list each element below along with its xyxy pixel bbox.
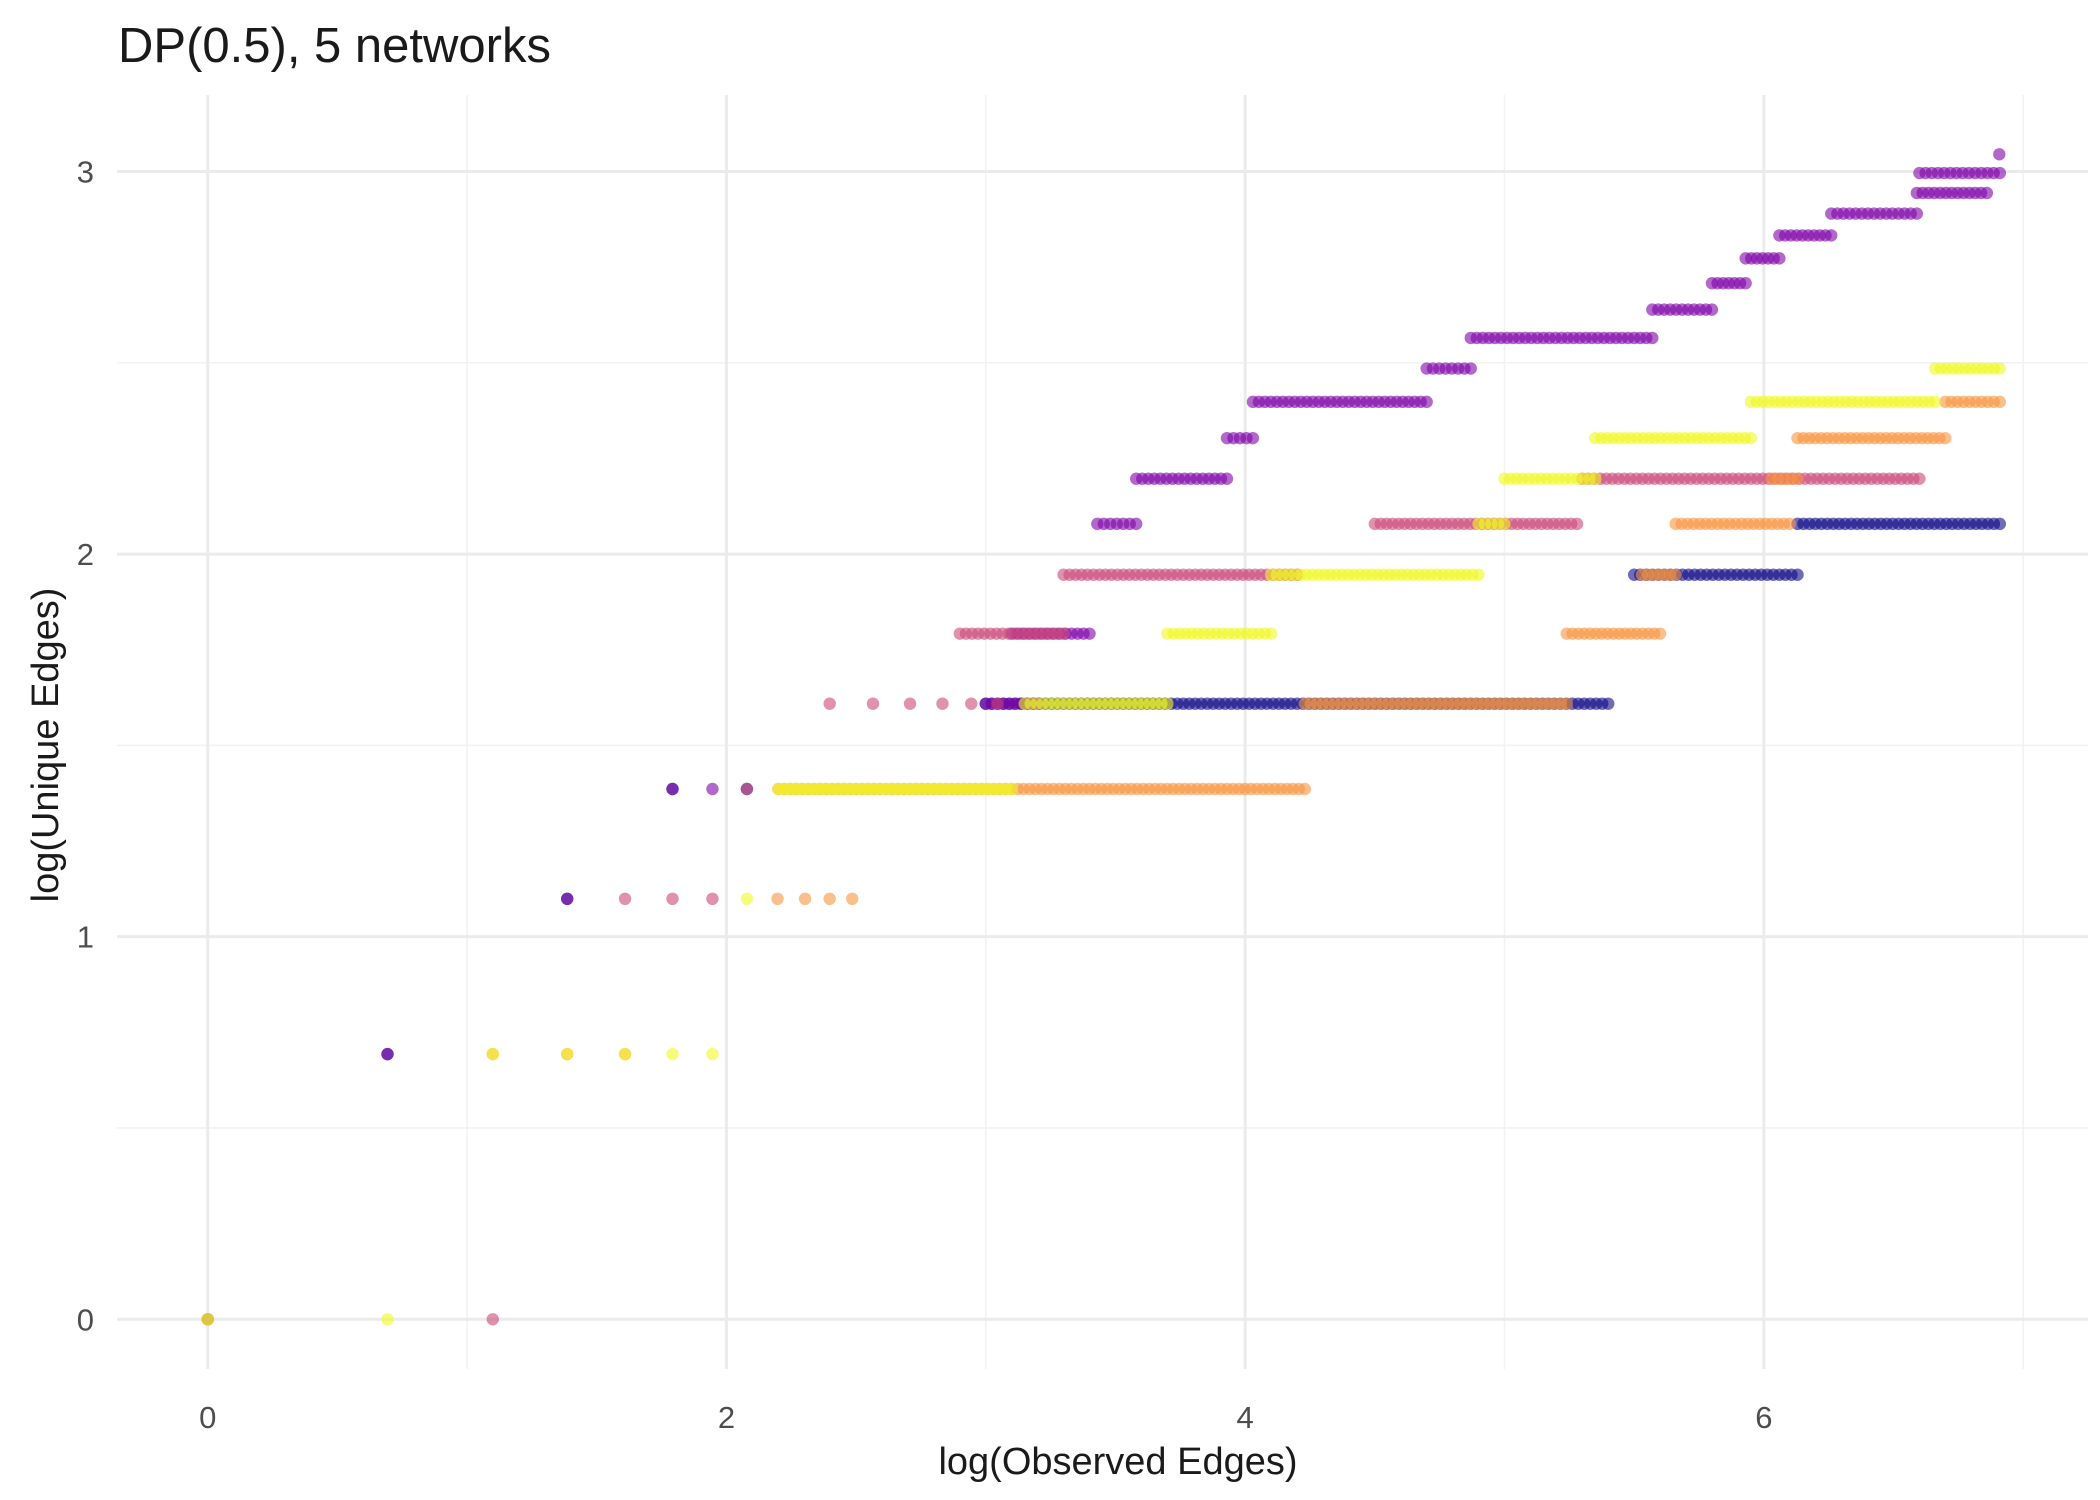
data-point [823,697,836,710]
data-point [1589,472,1602,485]
data-point [1057,627,1070,640]
data-point [1739,277,1752,290]
data-point [666,1047,679,1061]
data-point [866,697,880,710]
data-point [903,697,917,710]
data-point [1993,362,2007,375]
data-point [1993,395,2007,409]
data-point [486,1313,499,1326]
y-tick-label: 2 [77,537,94,572]
x-tick-label: 0 [199,1400,216,1435]
data-point [1646,331,1659,345]
data-point [1825,229,1838,242]
data-point [706,1047,719,1061]
data-point [1653,627,1667,640]
data-point [201,1313,214,1326]
data-point [740,892,754,906]
data-point [1705,303,1719,316]
data-point [1264,627,1278,640]
data-point [798,892,812,906]
x-tick-label: 2 [718,1400,735,1435]
data-point [1993,517,2007,531]
data-point [486,1047,499,1061]
data-point [1298,782,1311,796]
data-point [706,892,719,906]
x-axis-title: log(Observed Edges) [938,1441,1297,1483]
data-point [561,1047,574,1061]
chart-title: DP(0.5), 5 networks [118,19,551,73]
series-group [381,148,2007,1061]
series-group [201,517,2007,1326]
series-group [201,395,2007,1326]
data-point [1083,627,1096,640]
data-point [1939,431,1952,445]
data-point [991,697,1004,710]
data-point [965,697,978,710]
y-tick-label: 3 [77,155,94,190]
data-point [1744,431,1758,445]
data-point [1910,207,1924,220]
data-point [1783,517,1796,531]
data-point [1570,517,1584,531]
data-point [771,892,784,906]
grid-lines [117,95,2088,1369]
data-point [1005,782,1018,796]
data-point [381,1313,394,1326]
data-point [1472,568,1485,581]
data-point [1993,166,2007,180]
data-point [936,697,949,710]
data-point [1246,431,1260,445]
data-point [1791,568,1804,581]
data-point [666,782,679,796]
data-point [1669,568,1682,581]
data-point [1913,472,1926,485]
data-point [823,892,836,906]
data-point [1980,186,1994,200]
data-point [561,892,574,906]
data-point [706,782,719,796]
data-point [666,892,679,906]
data-point [1464,362,1477,375]
data-point [1130,517,1143,531]
data-point [1161,697,1174,710]
x-axis-ticks: 0 2 4 6 [199,1400,1772,1435]
data-point [618,892,632,906]
series-group [486,472,1926,1326]
data-point [1602,697,1615,710]
data-point [1993,148,2006,161]
y-tick-label: 1 [77,920,94,955]
data-point [1498,517,1511,531]
data-point [381,1047,394,1061]
y-tick-label: 0 [77,1302,94,1337]
data-point [740,782,754,796]
data-points [201,148,2007,1326]
y-axis-title: log(Unique Edges) [25,588,67,903]
x-tick-label: 6 [1755,1400,1772,1435]
data-point [1791,472,1804,485]
data-point [618,1047,632,1061]
x-tick-label: 4 [1237,1400,1254,1435]
data-point [1220,472,1234,485]
data-point [1420,395,1433,409]
data-point [1773,252,1786,265]
data-point [846,892,859,906]
y-axis-ticks: 0 1 2 3 [77,155,94,1338]
data-point [1560,697,1573,710]
series-group [201,362,2007,1326]
data-point [1928,395,1942,409]
